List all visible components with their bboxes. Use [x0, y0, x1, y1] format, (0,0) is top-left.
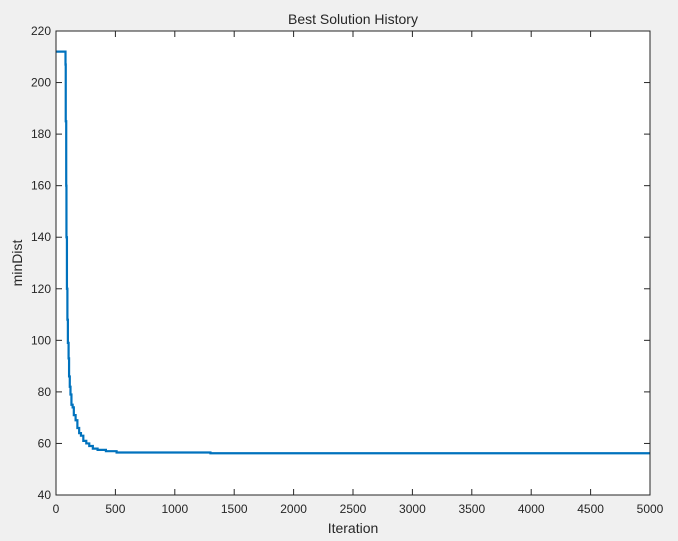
x-axis-label: Iteration [328, 520, 379, 536]
plot-area [56, 31, 650, 495]
series-layer [56, 50, 650, 455]
x-tick-label: 1500 [221, 502, 248, 516]
y-tick-label: 120 [31, 282, 51, 296]
y-tick-label: 200 [31, 76, 51, 90]
x-tick-label: 3500 [458, 502, 485, 516]
chart-title: Best Solution History [288, 11, 418, 27]
series-line [56, 50, 650, 455]
x-tick-label: 2000 [280, 502, 307, 516]
y-tick-label: 160 [31, 179, 51, 193]
x-tick-label: 1000 [161, 502, 188, 516]
x-tick-label: 2500 [340, 502, 367, 516]
axes-box [55, 30, 651, 496]
y-tick-label: 40 [38, 488, 52, 502]
x-tick-label: 3000 [399, 502, 426, 516]
x-tick-label: 4500 [577, 502, 604, 516]
y-tick-label: 80 [38, 385, 52, 399]
x-tick-label: 5000 [637, 502, 664, 516]
x-tick-label: 0 [53, 502, 60, 516]
x-tick-label: 4000 [518, 502, 545, 516]
y-tick-label: 100 [31, 333, 51, 347]
tick-layer: 0 500 1000 1500 2000 2500 3000 3500 4000 4500 5000… [31, 24, 664, 516]
y-tick-label: 60 [38, 436, 52, 450]
x-tick-label: 500 [105, 502, 125, 516]
y-axis-label: minDist [9, 240, 25, 287]
y-tick-label: 180 [31, 127, 51, 141]
y-tick-label: 220 [31, 24, 51, 38]
y-tick-label: 140 [31, 230, 51, 244]
